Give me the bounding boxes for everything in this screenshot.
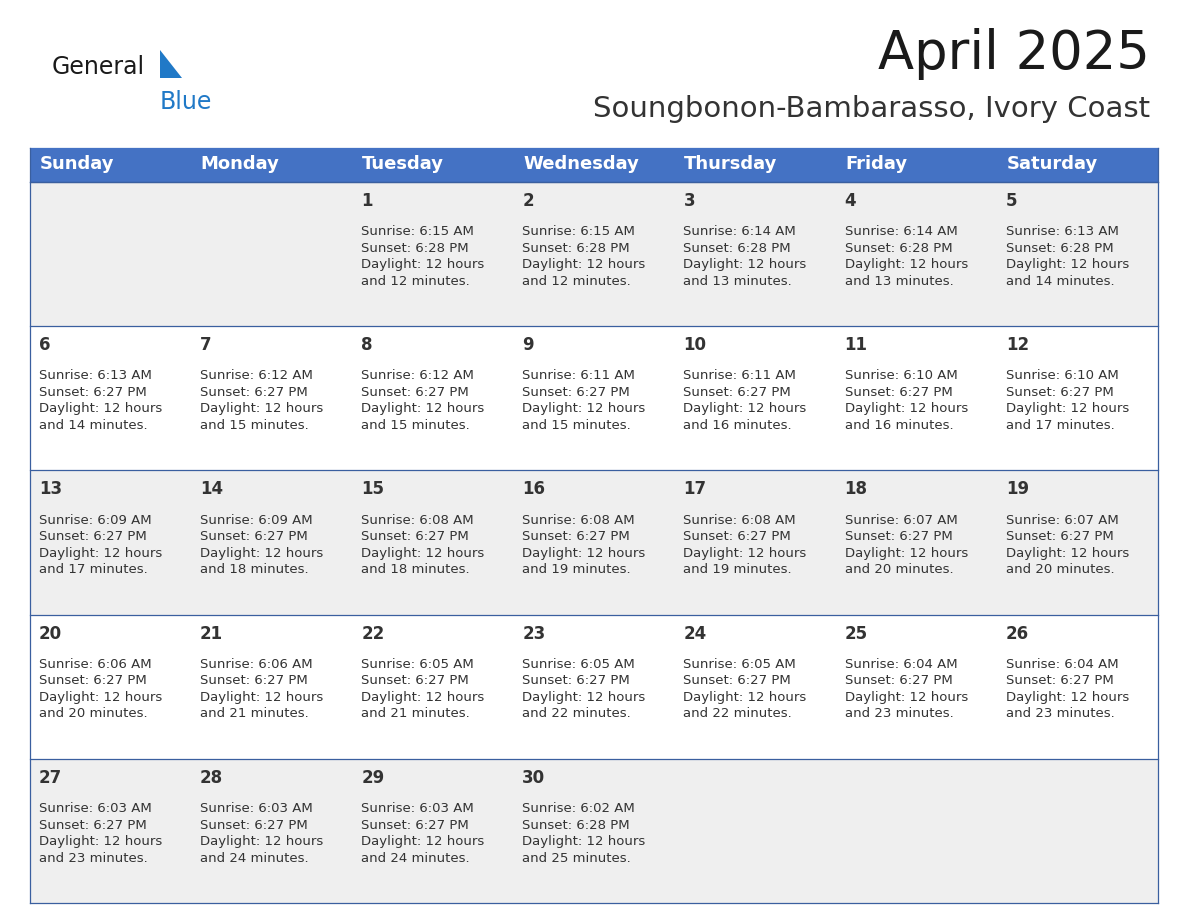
Text: 5: 5 [1006,192,1017,210]
Text: Monday: Monday [201,155,279,173]
Text: Sunrise: 6:09 AM
Sunset: 6:27 PM
Daylight: 12 hours
and 17 minutes.: Sunrise: 6:09 AM Sunset: 6:27 PM Dayligh… [39,514,162,577]
Text: Sunrise: 6:11 AM
Sunset: 6:27 PM
Daylight: 12 hours
and 15 minutes.: Sunrise: 6:11 AM Sunset: 6:27 PM Dayligh… [523,369,645,432]
Text: Tuesday: Tuesday [362,155,444,173]
Text: 26: 26 [1006,624,1029,643]
Text: 22: 22 [361,624,385,643]
Text: 23: 23 [523,624,545,643]
Text: 14: 14 [200,480,223,498]
Text: 27: 27 [39,769,62,787]
Text: 30: 30 [523,769,545,787]
Text: Sunrise: 6:14 AM
Sunset: 6:28 PM
Daylight: 12 hours
and 13 minutes.: Sunrise: 6:14 AM Sunset: 6:28 PM Dayligh… [683,225,807,287]
Text: 3: 3 [683,192,695,210]
Text: 24: 24 [683,624,707,643]
Text: 15: 15 [361,480,384,498]
Bar [30,148,191,182]
Text: 25: 25 [845,624,867,643]
Bar [513,148,675,182]
Text: 18: 18 [845,480,867,498]
Text: General: General [52,55,145,79]
Bar [997,148,1158,182]
Bar [30,759,1158,903]
Text: 20: 20 [39,624,62,643]
Text: Sunrise: 6:04 AM
Sunset: 6:27 PM
Daylight: 12 hours
and 23 minutes.: Sunrise: 6:04 AM Sunset: 6:27 PM Dayligh… [845,658,968,721]
Text: April 2025: April 2025 [878,28,1150,80]
Bar [675,148,835,182]
Text: Sunrise: 6:13 AM
Sunset: 6:27 PM
Daylight: 12 hours
and 14 minutes.: Sunrise: 6:13 AM Sunset: 6:27 PM Dayligh… [39,369,162,432]
Text: 12: 12 [1006,336,1029,354]
Bar [30,326,1158,470]
Text: 6: 6 [39,336,50,354]
Bar [30,614,1158,759]
Text: 29: 29 [361,769,385,787]
Bar [30,470,1158,614]
Text: Sunrise: 6:10 AM
Sunset: 6:27 PM
Daylight: 12 hours
and 16 minutes.: Sunrise: 6:10 AM Sunset: 6:27 PM Dayligh… [845,369,968,432]
Text: Thursday: Thursday [684,155,778,173]
Text: Sunrise: 6:08 AM
Sunset: 6:27 PM
Daylight: 12 hours
and 19 minutes.: Sunrise: 6:08 AM Sunset: 6:27 PM Dayligh… [683,514,807,577]
Text: 11: 11 [845,336,867,354]
Text: Wednesday: Wednesday [523,155,639,173]
Text: Sunrise: 6:08 AM
Sunset: 6:27 PM
Daylight: 12 hours
and 19 minutes.: Sunrise: 6:08 AM Sunset: 6:27 PM Dayligh… [523,514,645,577]
Bar [30,182,1158,326]
Text: 17: 17 [683,480,707,498]
Text: Sunrise: 6:12 AM
Sunset: 6:27 PM
Daylight: 12 hours
and 15 minutes.: Sunrise: 6:12 AM Sunset: 6:27 PM Dayligh… [200,369,323,432]
Text: Sunrise: 6:07 AM
Sunset: 6:27 PM
Daylight: 12 hours
and 20 minutes.: Sunrise: 6:07 AM Sunset: 6:27 PM Dayligh… [1006,514,1129,577]
Text: Sunday: Sunday [39,155,114,173]
Text: Sunrise: 6:15 AM
Sunset: 6:28 PM
Daylight: 12 hours
and 12 minutes.: Sunrise: 6:15 AM Sunset: 6:28 PM Dayligh… [523,225,645,287]
Text: Sunrise: 6:12 AM
Sunset: 6:27 PM
Daylight: 12 hours
and 15 minutes.: Sunrise: 6:12 AM Sunset: 6:27 PM Dayligh… [361,369,485,432]
Text: Sunrise: 6:14 AM
Sunset: 6:28 PM
Daylight: 12 hours
and 13 minutes.: Sunrise: 6:14 AM Sunset: 6:28 PM Dayligh… [845,225,968,287]
Text: Sunrise: 6:05 AM
Sunset: 6:27 PM
Daylight: 12 hours
and 22 minutes.: Sunrise: 6:05 AM Sunset: 6:27 PM Dayligh… [523,658,645,721]
Text: 9: 9 [523,336,533,354]
Text: Sunrise: 6:03 AM
Sunset: 6:27 PM
Daylight: 12 hours
and 23 minutes.: Sunrise: 6:03 AM Sunset: 6:27 PM Dayligh… [39,802,162,865]
Text: 8: 8 [361,336,373,354]
Text: Sunrise: 6:06 AM
Sunset: 6:27 PM
Daylight: 12 hours
and 20 minutes.: Sunrise: 6:06 AM Sunset: 6:27 PM Dayligh… [39,658,162,721]
Polygon shape [160,50,182,78]
Text: 1: 1 [361,192,373,210]
Bar [835,148,997,182]
Text: Sunrise: 6:05 AM
Sunset: 6:27 PM
Daylight: 12 hours
and 22 minutes.: Sunrise: 6:05 AM Sunset: 6:27 PM Dayligh… [683,658,807,721]
Text: Sunrise: 6:04 AM
Sunset: 6:27 PM
Daylight: 12 hours
and 23 minutes.: Sunrise: 6:04 AM Sunset: 6:27 PM Dayligh… [1006,658,1129,721]
Text: 21: 21 [200,624,223,643]
Text: Sunrise: 6:13 AM
Sunset: 6:28 PM
Daylight: 12 hours
and 14 minutes.: Sunrise: 6:13 AM Sunset: 6:28 PM Dayligh… [1006,225,1129,287]
Text: 28: 28 [200,769,223,787]
Text: 10: 10 [683,336,707,354]
Text: Sunrise: 6:09 AM
Sunset: 6:27 PM
Daylight: 12 hours
and 18 minutes.: Sunrise: 6:09 AM Sunset: 6:27 PM Dayligh… [200,514,323,577]
Bar [191,148,353,182]
Text: Sunrise: 6:15 AM
Sunset: 6:28 PM
Daylight: 12 hours
and 12 minutes.: Sunrise: 6:15 AM Sunset: 6:28 PM Dayligh… [361,225,485,287]
Text: Sunrise: 6:03 AM
Sunset: 6:27 PM
Daylight: 12 hours
and 24 minutes.: Sunrise: 6:03 AM Sunset: 6:27 PM Dayligh… [361,802,485,865]
Text: 13: 13 [39,480,62,498]
Text: Saturday: Saturday [1006,155,1098,173]
Text: 4: 4 [845,192,857,210]
Text: 2: 2 [523,192,533,210]
Text: Sunrise: 6:10 AM
Sunset: 6:27 PM
Daylight: 12 hours
and 17 minutes.: Sunrise: 6:10 AM Sunset: 6:27 PM Dayligh… [1006,369,1129,432]
Text: Blue: Blue [160,90,213,114]
Text: Sunrise: 6:11 AM
Sunset: 6:27 PM
Daylight: 12 hours
and 16 minutes.: Sunrise: 6:11 AM Sunset: 6:27 PM Dayligh… [683,369,807,432]
Text: Sunrise: 6:07 AM
Sunset: 6:27 PM
Daylight: 12 hours
and 20 minutes.: Sunrise: 6:07 AM Sunset: 6:27 PM Dayligh… [845,514,968,577]
Text: Sunrise: 6:02 AM
Sunset: 6:28 PM
Daylight: 12 hours
and 25 minutes.: Sunrise: 6:02 AM Sunset: 6:28 PM Dayligh… [523,802,645,865]
Text: Soungbonon-Bambarasso, Ivory Coast: Soungbonon-Bambarasso, Ivory Coast [593,95,1150,123]
Text: Sunrise: 6:05 AM
Sunset: 6:27 PM
Daylight: 12 hours
and 21 minutes.: Sunrise: 6:05 AM Sunset: 6:27 PM Dayligh… [361,658,485,721]
Text: Sunrise: 6:03 AM
Sunset: 6:27 PM
Daylight: 12 hours
and 24 minutes.: Sunrise: 6:03 AM Sunset: 6:27 PM Dayligh… [200,802,323,865]
Text: 16: 16 [523,480,545,498]
Text: Friday: Friday [846,155,908,173]
Text: Sunrise: 6:06 AM
Sunset: 6:27 PM
Daylight: 12 hours
and 21 minutes.: Sunrise: 6:06 AM Sunset: 6:27 PM Dayligh… [200,658,323,721]
Text: 19: 19 [1006,480,1029,498]
Text: 7: 7 [200,336,211,354]
Bar [353,148,513,182]
Text: Sunrise: 6:08 AM
Sunset: 6:27 PM
Daylight: 12 hours
and 18 minutes.: Sunrise: 6:08 AM Sunset: 6:27 PM Dayligh… [361,514,485,577]
